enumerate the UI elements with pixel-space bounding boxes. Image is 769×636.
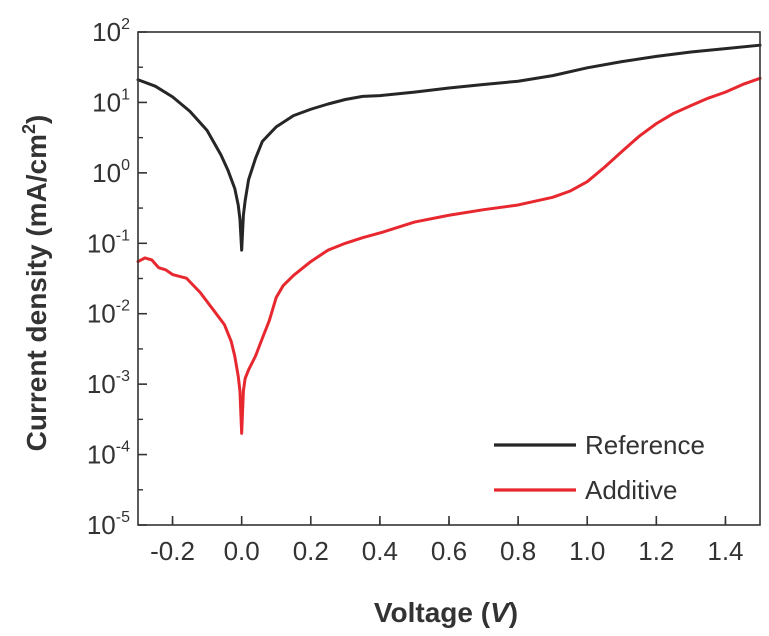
x-tick-label: 1.4 xyxy=(707,536,743,566)
y-tick-exponent: -1 xyxy=(116,227,130,244)
y-tick-base: 10 xyxy=(87,369,116,399)
y-tick-base: 10 xyxy=(87,228,116,258)
y-tick-exponent: -3 xyxy=(116,368,130,385)
y-tick-exponent: 1 xyxy=(121,86,130,103)
y-tick-base: 10 xyxy=(87,440,116,470)
x-axis-title-suffix: ) xyxy=(509,597,518,628)
y-tick-base: 10 xyxy=(92,158,121,188)
x-tick-label: 1.2 xyxy=(638,536,674,566)
y-tick-label: 100 xyxy=(92,157,130,188)
tick-layer xyxy=(138,31,727,526)
x-tick-label: -0.2 xyxy=(150,536,195,566)
x-tick-label: 0.6 xyxy=(431,536,467,566)
y-tick-label: 102 xyxy=(92,16,130,47)
y-axis-title: Current density (mA/cm2) xyxy=(19,115,52,452)
x-tick-label: 0.2 xyxy=(293,536,329,566)
y-tick-label: 10-3 xyxy=(87,368,130,399)
y-tick-label: 101 xyxy=(92,86,130,117)
y-tick-base: 10 xyxy=(92,17,121,47)
y-tick-label: 10-2 xyxy=(87,298,130,329)
y-tick-exponent: -2 xyxy=(116,298,130,315)
x-tick-label: 0.8 xyxy=(500,536,536,566)
series-line-additive xyxy=(136,76,762,435)
x-axis-title-prefix: Voltage ( xyxy=(374,597,491,628)
y-tick-base: 10 xyxy=(87,299,116,329)
legend-label-reference: Reference xyxy=(585,430,705,460)
y-tick-base: 10 xyxy=(92,87,121,117)
y-tick-exponent: 0 xyxy=(121,157,130,174)
y-axis-title-end: ) xyxy=(21,115,52,124)
legend-label-additive: Additive xyxy=(585,475,678,505)
x-tick-label: 0.0 xyxy=(224,536,260,566)
y-tick-label: 10-1 xyxy=(87,227,130,258)
y-tick-label: 10-4 xyxy=(87,439,130,470)
y-tick-exponent: -5 xyxy=(116,509,130,526)
y-tick-base: 10 xyxy=(87,510,116,540)
legend: Reference Additive xyxy=(494,430,705,505)
x-axis-title: Voltage (V) xyxy=(374,597,518,628)
y-tick-exponent: -4 xyxy=(116,439,130,456)
x-axis-title-variable: V xyxy=(490,597,511,628)
label-layer: -0.2 0.0 0.2 0.4 0.6 0.8 1.0 1.2 1.410210110010-… xyxy=(87,16,744,566)
x-tick-label: 1.0 xyxy=(569,536,605,566)
y-tick-label: 10-5 xyxy=(87,509,130,540)
y-axis-title-superscript: 2 xyxy=(19,124,39,134)
y-axis-title-main: Current density (mA/cm xyxy=(21,134,52,451)
series-line-reference xyxy=(136,43,762,252)
x-tick-label: 0.4 xyxy=(362,536,398,566)
y-tick-exponent: 2 xyxy=(121,16,130,33)
series-layer xyxy=(136,43,762,435)
